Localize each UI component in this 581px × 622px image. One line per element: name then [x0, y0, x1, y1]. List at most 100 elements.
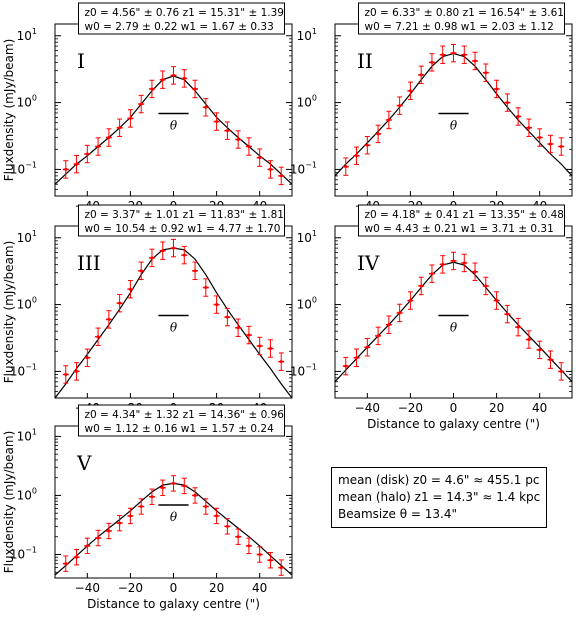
- panel-4: −40 −20 0 20 40 10−1 100 101 IV θ z0 = 4.18" ± 0.4…: [290, 204, 573, 431]
- x-axis-label: Distance to galaxy centre ("): [87, 597, 260, 611]
- point-marker: [182, 76, 186, 80]
- point-marker: [473, 59, 477, 63]
- point-marker: [355, 154, 359, 158]
- data-point: [342, 157, 349, 176]
- point-marker: [247, 333, 251, 337]
- data-point: [267, 160, 274, 179]
- data-point: [439, 45, 446, 64]
- fit-param-line: w0 = 4.43 ± 0.21 w1 = 3.71 ± 0.31: [365, 223, 554, 235]
- point-marker: [193, 87, 197, 91]
- data-point: [396, 96, 403, 115]
- point-marker: [452, 51, 455, 55]
- point-marker: [64, 372, 68, 376]
- data-point: [536, 128, 543, 147]
- fit-param-box: [358, 2, 565, 35]
- data-point: [127, 279, 134, 299]
- point-marker: [75, 555, 79, 559]
- point-marker: [516, 114, 520, 118]
- data-point: [235, 130, 242, 149]
- data-point: [407, 291, 414, 310]
- point-marker: [107, 317, 111, 321]
- data-point: [62, 160, 69, 179]
- point-marker: [215, 303, 219, 307]
- point-marker: [441, 53, 445, 57]
- point-marker: [559, 369, 563, 373]
- data-point: [235, 318, 242, 337]
- point-marker: [441, 262, 445, 266]
- data-point: [278, 559, 285, 576]
- data-point: [547, 134, 554, 154]
- y-tick-label: 100: [297, 296, 317, 312]
- data-point: [105, 128, 112, 147]
- point-marker: [225, 315, 229, 319]
- data-point: [138, 498, 145, 515]
- data-point: [396, 303, 403, 323]
- point-marker: [258, 344, 262, 348]
- data-point: [148, 248, 155, 268]
- point-marker: [85, 152, 89, 156]
- data-point: [73, 549, 80, 566]
- point-marker: [419, 284, 423, 288]
- data-point: [278, 352, 285, 371]
- point-marker: [193, 493, 197, 497]
- y-tick-label: 100: [17, 94, 37, 110]
- data-point: [170, 475, 177, 492]
- data-point: [202, 498, 209, 515]
- panel-label: V: [76, 451, 92, 475]
- data-point: [84, 537, 91, 555]
- point-marker: [344, 364, 348, 368]
- data-point: [278, 166, 285, 186]
- fit-param-line: w0 = 1.12 ± 0.16 w1 = 1.57 ± 0.24: [85, 423, 275, 435]
- point-marker: [365, 345, 369, 349]
- point-marker: [462, 261, 466, 265]
- panel-5: −40 −20 0 20 40 10−1 100 101 Vθ z0 = 4.34" ± 1.32…: [2, 404, 293, 611]
- point-marker: [408, 89, 412, 93]
- point-marker: [150, 495, 154, 499]
- fit-param-line: z0 = 4.18" ± 0.41 z1 = 13.35" ± 0.48: [365, 209, 564, 221]
- point-marker: [495, 299, 499, 303]
- fit-param-line: w0 = 7.21 ± 0.98 w1 = 2.03 ± 1.12: [365, 21, 554, 33]
- data-point: [116, 118, 123, 137]
- point-marker: [408, 299, 412, 303]
- point-marker: [279, 174, 283, 178]
- data-point: [525, 330, 532, 349]
- data-point: [148, 79, 155, 99]
- point-marker: [150, 87, 154, 91]
- data-point: [418, 65, 425, 85]
- data-point: [525, 118, 532, 137]
- data-point: [461, 253, 468, 273]
- point-marker: [398, 311, 402, 315]
- point-marker: [204, 504, 208, 508]
- point-marker: [139, 102, 143, 106]
- data-point: [170, 66, 177, 85]
- data-point: [493, 79, 500, 99]
- point-marker: [538, 136, 542, 140]
- point-marker: [484, 284, 488, 288]
- point-marker: [462, 53, 466, 57]
- point-marker: [516, 325, 520, 329]
- data-point: [493, 291, 500, 310]
- x-tick-label: −40: [355, 401, 380, 415]
- data-point: [213, 295, 220, 314]
- point-marker: [107, 136, 111, 140]
- point-marker: [236, 138, 240, 142]
- data-point: [407, 81, 414, 101]
- data-point: [181, 477, 188, 495]
- data-point: [256, 148, 263, 167]
- data-point: [213, 112, 220, 131]
- point-marker: [96, 335, 100, 339]
- y-tick-label: 10−1: [10, 546, 37, 562]
- data-point: [192, 79, 199, 99]
- beam-label: θ: [170, 320, 178, 334]
- x-tick-label: 40: [252, 581, 267, 595]
- point-marker: [505, 312, 509, 316]
- point-marker: [161, 249, 165, 253]
- fit-param-box: [358, 204, 565, 237]
- point-marker: [161, 78, 165, 82]
- data-point: [73, 362, 80, 381]
- point-marker: [279, 566, 283, 570]
- data-point: [256, 546, 263, 563]
- point-marker: [204, 286, 208, 290]
- point-marker: [430, 272, 434, 276]
- y-axis-label: Fluxdensity (mJy/beam): [2, 39, 16, 182]
